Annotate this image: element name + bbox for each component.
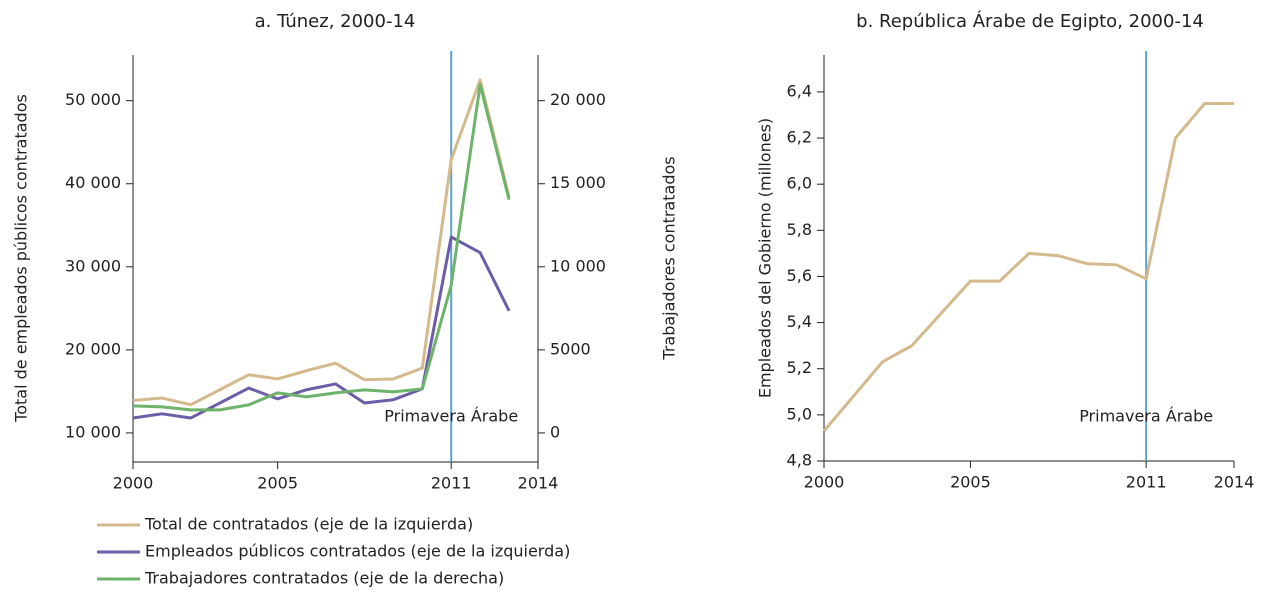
chart-title: b. República Árabe de Egipto, 2000-14 bbox=[856, 10, 1204, 32]
y-tick-label: 6,0 bbox=[787, 174, 812, 193]
y-tick-label: 6,2 bbox=[787, 128, 812, 147]
y-tick-label: 6,4 bbox=[787, 81, 812, 100]
annotation: Primavera Árabe bbox=[1079, 407, 1213, 426]
y-tick-label: 5,6 bbox=[787, 266, 812, 285]
y-tick-label: 5,0 bbox=[787, 404, 812, 423]
y-tick-label: 40 000 bbox=[65, 173, 121, 192]
x-tick-label: 2011 bbox=[431, 474, 472, 493]
annotation: Primavera Árabe bbox=[384, 407, 518, 426]
y-tick-label: 5,8 bbox=[787, 220, 812, 239]
data-line bbox=[132, 235, 511, 420]
data-line bbox=[822, 101, 1234, 432]
y-axis-label: Total de empleados públicos contratados bbox=[12, 94, 31, 423]
y-tick-label: 20 000 bbox=[65, 339, 121, 358]
data-line bbox=[132, 83, 511, 412]
data-line bbox=[132, 78, 511, 407]
legend-label: Total de contratados (eje de la izquierd… bbox=[144, 515, 473, 534]
y-tick-label: 30 000 bbox=[65, 256, 121, 275]
x-tick-label: 2014 bbox=[518, 474, 559, 493]
y-tick-label: 5,4 bbox=[787, 312, 812, 331]
y2-tick-label: 5000 bbox=[550, 339, 591, 358]
y2-axis-label: Trabajadores contratados bbox=[660, 156, 679, 360]
y-tick-label: 10 000 bbox=[65, 422, 121, 441]
x-tick-label: 2011 bbox=[1126, 473, 1167, 492]
legend-label: Empleados públicos contratados (eje de l… bbox=[145, 542, 570, 561]
legend-label: Trabajadores contratados (eje de la dere… bbox=[144, 569, 504, 588]
y-tick-label: 5,2 bbox=[787, 358, 812, 377]
x-tick-label: 2000 bbox=[804, 473, 845, 492]
y-tick-label: 4,8 bbox=[787, 451, 812, 470]
y-tick-label: 50 000 bbox=[65, 90, 121, 109]
x-tick-label: 2000 bbox=[113, 474, 154, 493]
x-tick-label: 2005 bbox=[950, 473, 991, 492]
x-tick-label: 2014 bbox=[1214, 473, 1255, 492]
chart-title: a. Túnez, 2000-14 bbox=[255, 11, 416, 32]
y2-tick-label: 15 000 bbox=[550, 173, 606, 192]
y-axis-label: Empleados del Gobierno (millones) bbox=[756, 118, 775, 398]
y2-tick-label: 0 bbox=[550, 422, 560, 441]
x-tick-label: 2005 bbox=[257, 474, 298, 493]
y2-tick-label: 20 000 bbox=[550, 90, 606, 109]
y2-tick-label: 10 000 bbox=[550, 256, 606, 275]
